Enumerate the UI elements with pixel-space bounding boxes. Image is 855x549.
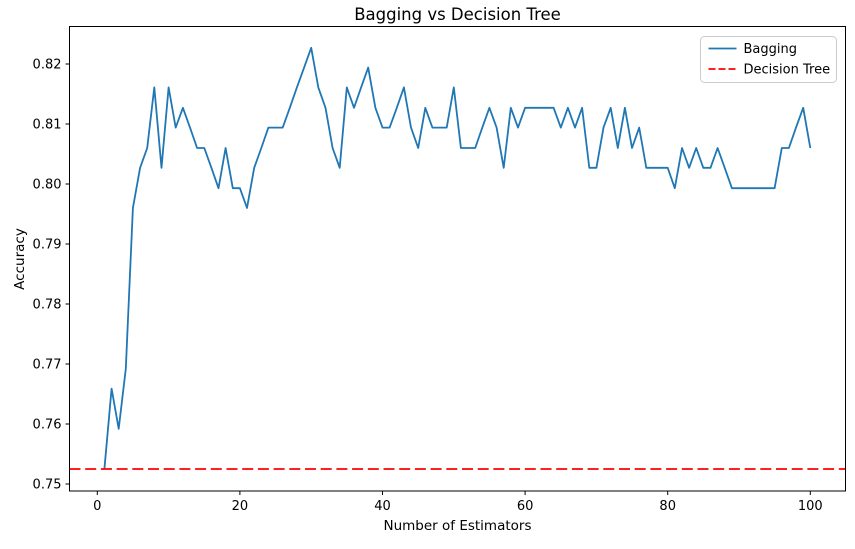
y-tick-label: 0.77	[33, 358, 62, 373]
plot-area	[69, 46, 846, 470]
y-tick-label: 0.78	[33, 298, 62, 313]
legend-label-decision-tree: Decision Tree	[744, 63, 831, 78]
x-tick-label: 60	[517, 499, 534, 514]
bagging-line	[103, 46, 812, 470]
y-tick-label: 0.75	[33, 478, 62, 493]
legend-label-bagging: Bagging	[744, 42, 798, 57]
x-tick-label: 100	[798, 499, 823, 514]
plot-title: Bagging vs Decision Tree	[354, 5, 561, 24]
x-tick-label: 0	[93, 499, 101, 514]
y-axis-label: Accuracy	[12, 228, 28, 290]
axes	[65, 26, 846, 495]
y-tick-label: 0.80	[33, 178, 62, 193]
y-tick-label: 0.82	[33, 58, 62, 73]
axes-frame	[69, 26, 846, 492]
x-axis-label: Number of Estimators	[384, 518, 532, 534]
legend: Bagging Decision Tree	[700, 36, 837, 83]
y-tick-label: 0.76	[33, 418, 62, 433]
axis-labels: 0 20 40 60 80 100 0.75 0.76 0.77 0.78 0.79 0.80 0.81…	[12, 5, 823, 534]
y-tick-label: 0.79	[33, 238, 62, 253]
x-tick-label: 20	[232, 499, 249, 514]
y-tick-label: 0.81	[33, 118, 62, 133]
x-tick-label: 80	[659, 499, 676, 514]
x-tick-label: 40	[374, 499, 391, 514]
